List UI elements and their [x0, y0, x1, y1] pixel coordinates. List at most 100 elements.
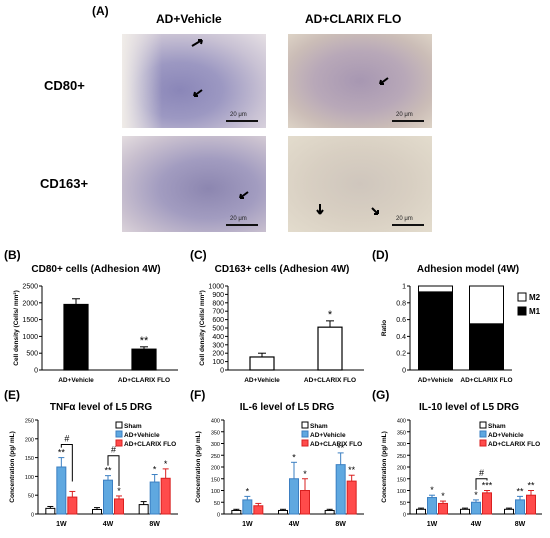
- y-tick-label: 1000: [208, 284, 224, 291]
- x-tick-label: 4W: [289, 521, 300, 528]
- bar-segment-m1: [469, 323, 504, 371]
- bar-segment-m1: [418, 291, 453, 371]
- y-tick-label: 150: [25, 456, 34, 462]
- y-tick-label: 0: [217, 513, 220, 519]
- micrograph-cd80-vehicle: 20 μm: [122, 34, 266, 128]
- y-tick-label: 200: [211, 466, 220, 472]
- bar: [63, 303, 89, 371]
- y-tick-label: 200: [212, 351, 224, 358]
- bar: [438, 502, 448, 515]
- y-tick-label: 500: [212, 326, 224, 333]
- y-tick-label: 0: [402, 368, 406, 375]
- arrow-icon: [316, 204, 379, 215]
- y-tick-label: 250: [211, 454, 220, 460]
- significance-mark: **: [516, 486, 524, 496]
- legend-swatch: [517, 306, 527, 316]
- y-tick-label: 0: [403, 513, 406, 519]
- y-tick-label: 100: [397, 489, 406, 495]
- legend-swatch: [301, 421, 309, 429]
- bracket-label: #: [111, 445, 116, 455]
- panel-d-label: (D): [372, 248, 389, 262]
- y-tick-label: 900: [212, 292, 224, 299]
- scale-text: 20 μm: [230, 112, 247, 118]
- legend-swatch: [301, 430, 309, 438]
- chart-d: Adhesion model (4W) 0 0.2 0.4 0.6 0.8 1 Ratio AD…: [381, 264, 541, 384]
- y-tick-label: 0: [34, 368, 38, 375]
- x-tick-label: 8W: [515, 521, 526, 528]
- bar: [482, 492, 492, 515]
- legend-label: M1: [529, 307, 541, 316]
- significance-mark: *: [117, 486, 121, 496]
- y-tick-label: 200: [397, 466, 406, 472]
- y-tick-label: 600: [212, 317, 224, 324]
- y-tick-label: 200: [25, 437, 34, 443]
- y-tick-label: 0.6: [396, 317, 406, 324]
- bar: [460, 508, 470, 515]
- bar: [45, 507, 56, 515]
- x-tick-label: AD+Vehicle: [418, 377, 454, 384]
- y-tick-label: 1000: [22, 334, 38, 341]
- bar-segment-m2: [418, 285, 453, 293]
- legend-label: AD+Vehicle: [310, 432, 346, 439]
- bar: [278, 509, 288, 515]
- y-tick-label: 50: [400, 501, 406, 507]
- y-axis-label: Concentration (pg/ mL): [195, 431, 202, 503]
- micrograph-cd163-vehicle: 20 μm: [122, 136, 266, 232]
- y-axis-label: Cell density (Cells/ mm²): [13, 290, 20, 366]
- col-header-vehicle: AD+Vehicle: [156, 12, 222, 26]
- y-axis-label: Concentration (pg/ mL): [381, 431, 388, 503]
- legend-label: AD+CLARIX FLO: [124, 441, 176, 448]
- x-tick-label: 1W: [427, 521, 438, 528]
- panel-f-label: (F): [190, 388, 206, 402]
- x-tick-label: 8W: [335, 521, 346, 528]
- significance-mark: *: [430, 485, 434, 495]
- legend-swatch: [479, 430, 487, 438]
- y-tick-label: 0.4: [396, 334, 406, 341]
- y-tick-label: 0: [31, 513, 34, 519]
- y-tick-label: 300: [212, 342, 224, 349]
- legend-swatch: [115, 421, 123, 429]
- y-tick-label: 1: [402, 284, 406, 291]
- chart-g: IL-10 level of L5 DRG 0 50 100 150 200 250 300 3…: [381, 402, 542, 528]
- col-header-clarix: AD+CLARIX FLO: [305, 12, 402, 26]
- bar: [149, 481, 160, 515]
- y-tick-label: 700: [212, 309, 224, 316]
- significance-mark: *: [474, 490, 478, 500]
- bar: [471, 501, 481, 515]
- chart-f: IL-6 level of L5 DRG 0 50 100 150 200 250 300 35…: [195, 402, 364, 528]
- y-tick-label: 0: [220, 368, 224, 375]
- scale-bar: [226, 224, 258, 226]
- x-tick-label: 8W: [149, 521, 160, 528]
- bar: [289, 478, 299, 515]
- bar: [67, 496, 78, 515]
- bar: [324, 509, 335, 515]
- x-tick-label: 4W: [471, 521, 482, 528]
- significance-bracket: [475, 478, 488, 490]
- y-tick-label: 100: [211, 489, 220, 495]
- bar: [317, 326, 343, 371]
- legend-label: AD+CLARIX FLO: [488, 441, 540, 448]
- micrograph-cd80-clarix: 20 μm: [288, 34, 432, 128]
- significance-bracket: [107, 455, 120, 486]
- legend-label: M2: [529, 293, 541, 302]
- significance-bracket: [60, 443, 73, 482]
- legend-label: Sham: [310, 423, 328, 430]
- y-axis-label: Cell density (Cells/ mm²): [199, 290, 206, 366]
- significance-mark: *: [153, 465, 157, 475]
- x-tick-label: 4W: [103, 521, 114, 528]
- bar: [504, 508, 514, 515]
- chart-title: IL-6 level of L5 DRG: [240, 402, 335, 413]
- y-tick-label: 100: [212, 359, 224, 366]
- chart-title: TNFα level of L5 DRG: [50, 402, 152, 413]
- legend-swatch: [479, 439, 487, 447]
- x-tick-label: AD+Vehicle: [58, 377, 94, 384]
- scale-bar: [392, 120, 424, 122]
- bar: [335, 464, 346, 515]
- y-axis-label: Ratio: [381, 320, 388, 336]
- y-tick-label: 2500: [22, 284, 38, 291]
- y-axis-label: Concentration (pg/ mL): [9, 431, 16, 503]
- panel-c-label: (C): [190, 248, 207, 262]
- legend-label: AD+Vehicle: [124, 432, 160, 439]
- bar: [416, 508, 426, 515]
- bar: [427, 497, 437, 515]
